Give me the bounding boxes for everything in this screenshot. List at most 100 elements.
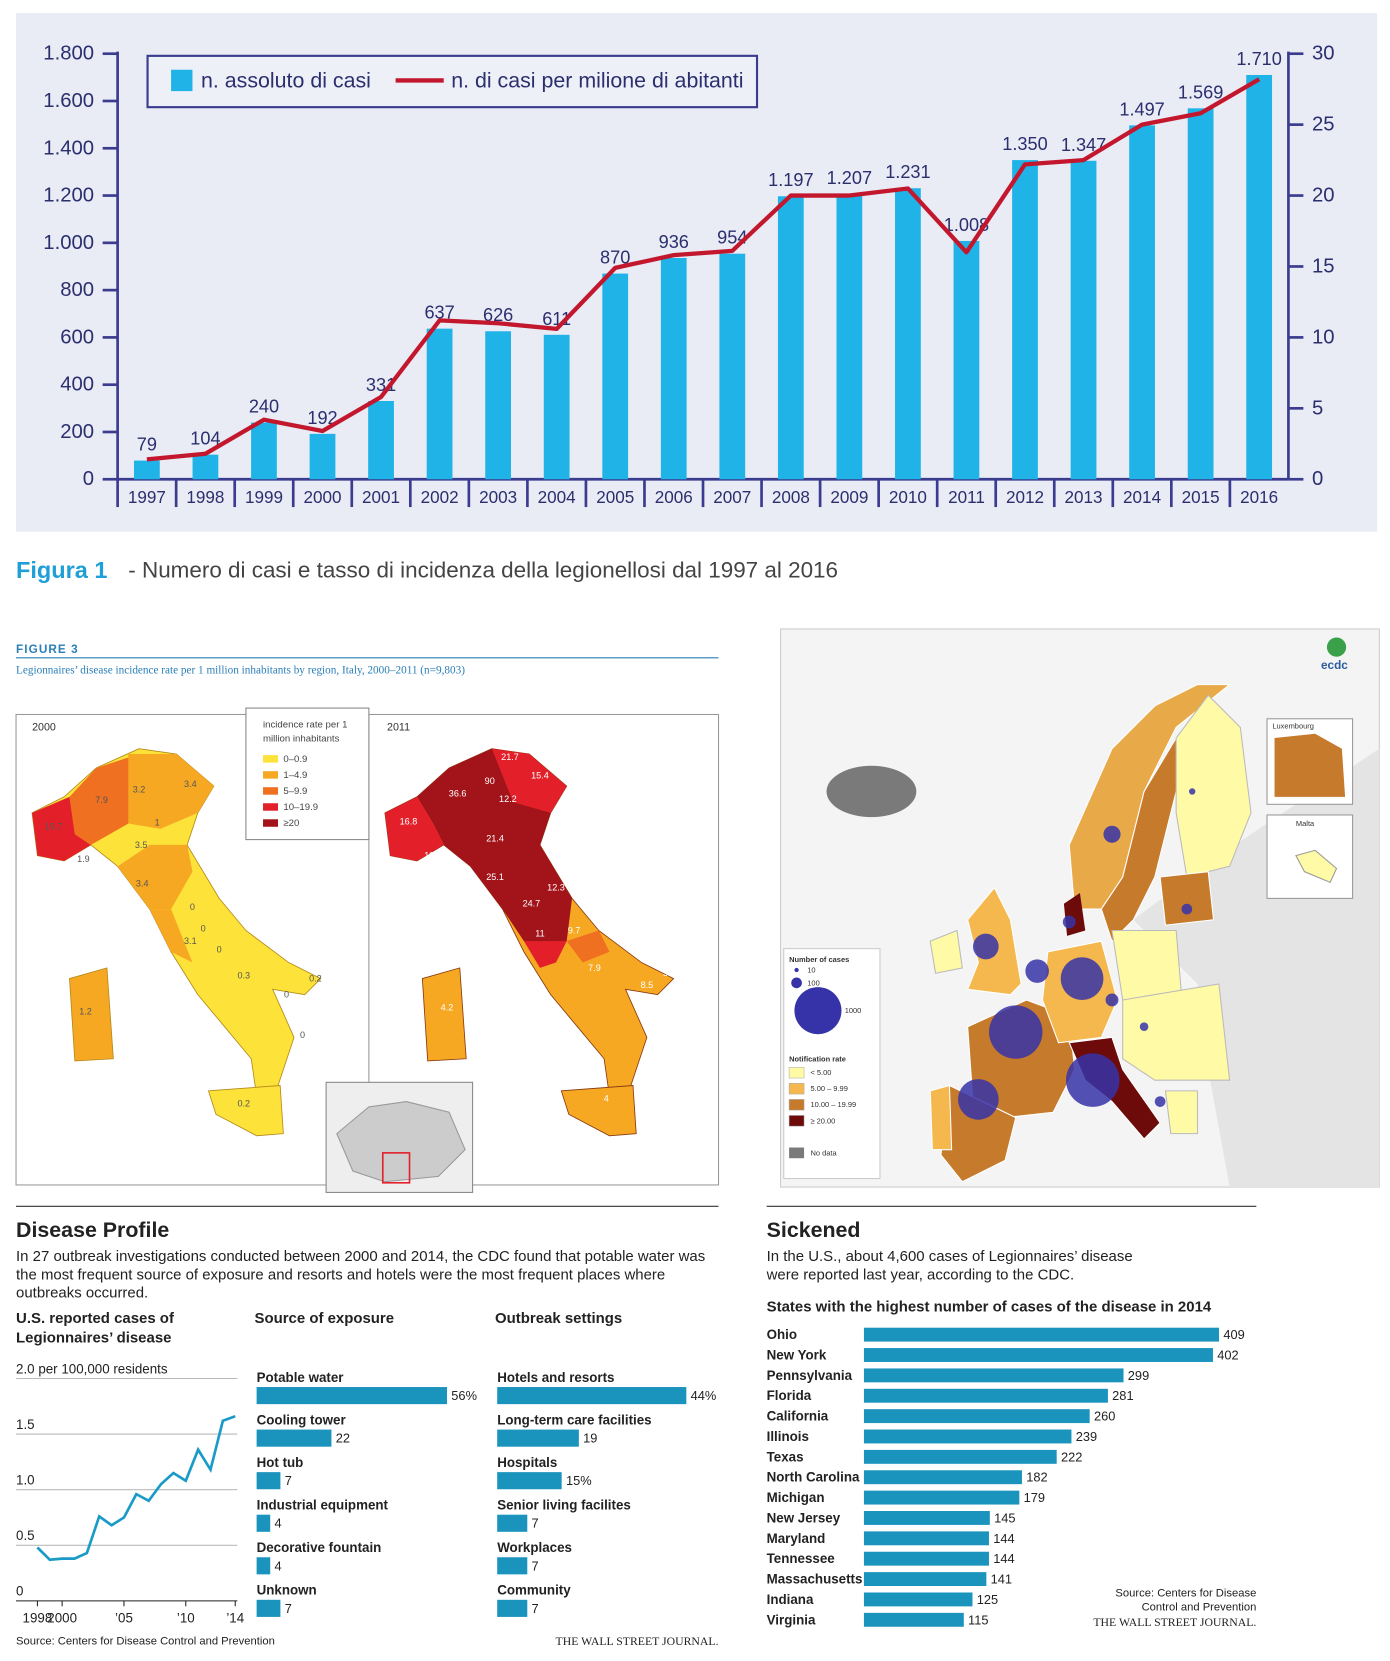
value-label: 192 (307, 408, 337, 428)
y2-tick-label: 5 (1312, 397, 1323, 419)
legend-label: n. assoluto di casi (201, 68, 371, 92)
region (69, 967, 114, 1062)
figure-label: FIGURE 3 (16, 643, 79, 656)
legend-title: incidence rate per 1 (263, 720, 347, 731)
category-label: Illinois (767, 1429, 809, 1444)
x-tick-label: 1998 (186, 488, 224, 507)
portugal (929, 1084, 953, 1151)
chart-title: States with the highest number of cases … (767, 1298, 1212, 1315)
circle (1025, 959, 1049, 983)
value-label: 7 (285, 1473, 292, 1488)
bar (1070, 160, 1097, 480)
value-label: 19 (583, 1431, 597, 1446)
region-label: 21.4 (486, 834, 504, 844)
bar (497, 1429, 579, 1447)
y-tick-label: 0 (16, 1584, 23, 1599)
region-label: 12.2 (499, 794, 517, 804)
y-tick-label: 400 (60, 374, 94, 396)
y2-tick-label: 10 (1312, 326, 1335, 348)
category-label: Hospitals (497, 1455, 557, 1470)
category-label: Hotels and resorts (497, 1370, 614, 1385)
x-tick-label: ’10 (177, 1610, 195, 1625)
x-tick-label: 2006 (655, 488, 693, 507)
description: were reported last year, according to th… (766, 1266, 1075, 1283)
value-label: 222 (1061, 1449, 1082, 1464)
x-tick-label: 2000 (47, 1610, 77, 1625)
bar (863, 1612, 964, 1627)
legend-label: < 5.00 (810, 1068, 831, 1077)
bar (497, 1387, 687, 1405)
value-label: 260 (1094, 1409, 1115, 1424)
category-label: North Carolina (767, 1470, 860, 1485)
region-label: 21.7 (501, 752, 519, 762)
y-tick-label: 1.800 (43, 43, 94, 65)
bar (660, 257, 687, 480)
bar (863, 1388, 1108, 1403)
x-tick-label: 2004 (538, 488, 576, 507)
region-label: 4 (604, 1093, 609, 1103)
value-label: 4 (274, 1558, 281, 1573)
category-label: Ohio (767, 1327, 797, 1342)
bar (863, 1368, 1124, 1383)
bar (777, 196, 804, 480)
category-label: Decorative fountain (257, 1540, 382, 1555)
category-label: California (767, 1409, 829, 1424)
category-label: Long-term care facilities (497, 1412, 651, 1427)
y-tick-label: 0 (83, 468, 94, 490)
italy-2000 (31, 748, 322, 1137)
legend-label: 0–0.9 (283, 754, 307, 765)
region-label: 90 (485, 776, 495, 786)
category-label: Florida (767, 1388, 812, 1403)
region-label: 23.4 (389, 789, 407, 799)
region (560, 1085, 637, 1137)
circle (1188, 788, 1196, 795)
value-label: 1.008 (944, 215, 989, 235)
category-label: New York (767, 1348, 827, 1363)
region-label: 7.9 (95, 795, 108, 805)
y-tick-label: 1.600 (43, 90, 94, 112)
y-tick-label: 2.0 per 100,000 residents (16, 1361, 168, 1376)
region-label: 15.4 (531, 770, 549, 780)
y-tick-label: 1.200 (43, 185, 94, 207)
bar (256, 1557, 271, 1575)
region-label: 12.3 (547, 883, 565, 893)
x-tick-label: 2013 (1065, 488, 1103, 507)
line (36, 1415, 236, 1562)
category-label: Industrial equipment (257, 1498, 389, 1513)
bar (497, 1557, 528, 1575)
region (491, 748, 567, 813)
region (523, 941, 567, 968)
legend-swatch (788, 1099, 805, 1111)
bar (863, 1409, 1090, 1424)
value-label: 7 (532, 1601, 539, 1616)
bar (497, 1514, 528, 1532)
region (384, 796, 444, 861)
region-label: 10.7 (45, 822, 63, 832)
x-tick-label: 2009 (830, 488, 868, 507)
category-label: Pennsylvania (767, 1368, 853, 1383)
x-tick-label: 2007 (713, 488, 751, 507)
value-label: 870 (600, 248, 630, 268)
region-label: 0 (300, 1030, 305, 1040)
region (566, 930, 610, 963)
value-label: 7 (532, 1558, 539, 1573)
bar (719, 253, 746, 480)
bar (256, 1599, 281, 1617)
eastern-europe (1122, 983, 1231, 1081)
region-label: 4.2 (441, 1002, 454, 1012)
bar (134, 460, 160, 480)
publisher: THE WALL STREET JOURNAL. (556, 1635, 719, 1648)
region-label: 25.1 (486, 872, 504, 882)
value-label: 1.497 (1119, 99, 1164, 119)
y-tick-label: 1.400 (43, 137, 94, 159)
legend-label: n. di casi per milione di abitanti (451, 68, 743, 92)
bar (863, 1490, 1020, 1505)
region-label: 0 (284, 990, 289, 1000)
value-label: 637 (424, 303, 454, 323)
legend-swatch (171, 69, 193, 92)
category-label: Senior living facilites (497, 1498, 631, 1513)
publisher: THE WALL STREET JOURNAL. (1093, 1616, 1256, 1629)
x-tick-label: ’05 (115, 1610, 133, 1625)
x-tick-label: 2015 (1182, 488, 1220, 507)
